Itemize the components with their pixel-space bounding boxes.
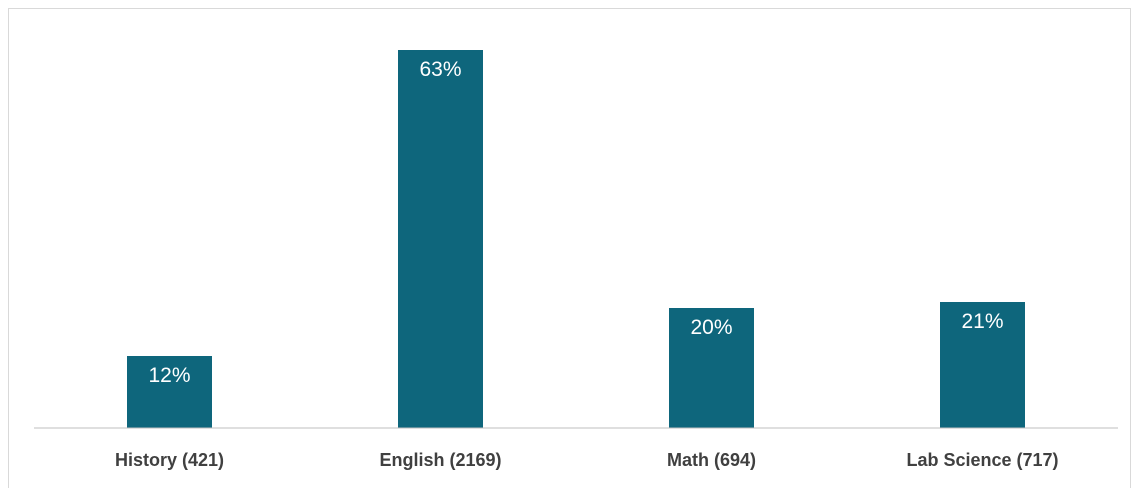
category-label-2: English (2169) xyxy=(379,450,501,470)
bar-2 xyxy=(398,50,483,428)
chart-frame xyxy=(8,8,1131,488)
bar-value-label-1: 12% xyxy=(148,364,190,387)
category-label-4: Lab Science (717) xyxy=(906,450,1058,470)
category-labels-group: History (421) English (2169) Math (694) Lab… xyxy=(115,450,1059,470)
category-label-1: History (421) xyxy=(115,450,224,470)
bar-value-label-4: 21% xyxy=(961,310,1003,333)
bar-4 xyxy=(940,302,1025,428)
bar-1 xyxy=(127,356,212,428)
bar-value-label-3: 20% xyxy=(690,316,732,339)
bar-3 xyxy=(669,308,754,428)
bars-group: 12% 63% 20% 21% xyxy=(127,50,1025,428)
bar-value-label-2: 63% xyxy=(419,58,461,81)
category-label-3: Math (694) xyxy=(667,450,756,470)
